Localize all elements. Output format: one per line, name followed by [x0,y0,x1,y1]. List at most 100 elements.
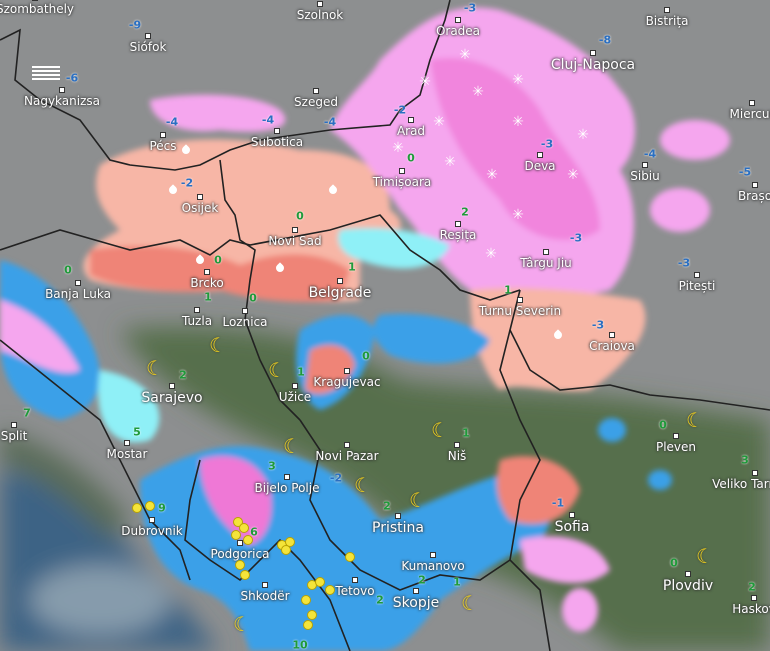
temperature-label: 0 [362,349,370,363]
temperature-label: 0 [670,556,678,570]
city-label[interactable]: Tuzla [181,314,213,328]
temperature-label: 2 [461,205,469,219]
snowflake-icon: ✳ [433,114,445,130]
temperature-label: 6 [250,525,258,539]
snowflake-icon: ✳ [512,114,524,130]
city-label[interactable]: Craiova [589,339,635,353]
city-label[interactable]: Pitești [678,279,716,293]
temperature-label: -2 [180,176,194,190]
city-label[interactable]: Dubrovnik [121,524,183,538]
city-label[interactable]: Mostar [106,447,148,461]
crescent-moon-icon: ☾ [283,434,301,458]
city-label[interactable]: Loznica [222,315,268,329]
city-marker [454,442,460,448]
city-label[interactable]: Deva [524,159,556,173]
lightning-icon [325,585,335,595]
temperature-label: 1 [204,290,212,304]
lightning-icon [345,552,355,562]
city-label[interactable]: Szolnok [296,8,344,22]
city-marker [543,249,549,255]
city-label[interactable]: Brașo [737,189,770,203]
city-label[interactable]: Sofia [554,519,590,535]
snowflake-icon: ✳ [444,154,456,170]
city-label[interactable]: Niš [447,449,467,463]
lightning-icon [235,560,245,570]
city-label[interactable]: Podgorica [210,547,270,561]
snowflake-icon: ✳ [512,207,524,223]
temperature-label: 2 [383,499,391,513]
city-marker [413,588,419,594]
crescent-moon-icon: ☾ [409,488,427,512]
city-label[interactable]: Bijelo Polje [254,481,320,495]
city-marker [204,269,210,275]
city-label[interactable]: Haskov [732,602,770,616]
temperature-label: 0 [296,209,304,223]
city-label[interactable]: Belgrade [308,285,372,301]
temperature-label: -4 [323,115,337,129]
city-label[interactable]: Bistrița [645,14,689,28]
city-label[interactable]: Timișoara [372,175,432,189]
city-label[interactable]: Novi Sad [268,234,322,248]
city-label[interactable]: Turnu Severin [478,304,562,318]
city-marker [169,383,175,389]
city-label[interactable]: Užice [278,390,312,404]
crescent-moon-icon: ☾ [696,544,714,568]
city-marker [75,280,81,286]
city-label[interactable]: Sarajevo [141,390,203,406]
city-label[interactable]: Arad [396,124,426,138]
city-label[interactable]: Szombathely [0,2,75,16]
city-marker [337,278,343,284]
city-label[interactable]: Kumanovo [401,559,465,573]
city-label[interactable]: Pécs [149,139,177,153]
city-label[interactable]: Miercur [729,107,770,121]
city-label[interactable]: Split [0,429,28,443]
snowflake-icon: ✳ [512,72,524,88]
city-marker [430,552,436,558]
lightning-icon [239,523,249,533]
city-label[interactable]: Cluj-Napoca [550,57,636,73]
city-marker [673,433,679,439]
city-label[interactable]: Veliko Tarnovo [712,477,770,491]
city-label[interactable]: Plovdiv [662,578,714,594]
city-label[interactable]: Pristina [372,520,424,536]
crescent-moon-icon: ☾ [461,591,479,615]
city-label[interactable]: Szeged [294,95,338,109]
temperature-label: -4 [165,115,179,129]
city-label[interactable]: Oradea [435,24,481,38]
city-label[interactable]: Skopje [392,595,440,611]
city-marker [344,368,350,374]
snowflake-icon: ✳ [567,167,579,183]
city-label[interactable]: Nagykanizsa [24,94,100,108]
city-label[interactable]: Shkodër [240,589,290,603]
city-marker [292,227,298,233]
temperature-label: -3 [591,318,605,332]
temperature-label: -3 [569,231,583,245]
city-label[interactable]: Sibiu [630,169,660,183]
city-marker [569,512,575,518]
city-marker [455,17,461,23]
city-label[interactable]: Reșița [439,228,477,242]
city-label[interactable]: Novi Pazar [315,449,379,463]
city-label[interactable]: Banja Luka [45,287,111,301]
temperature-label: -6 [65,71,79,85]
crescent-moon-icon: ☾ [686,408,704,432]
snowflake-icon: ✳ [485,246,497,262]
lightning-icon [281,545,291,555]
city-marker [399,168,405,174]
temperature-label: 9 [158,501,166,515]
city-label[interactable]: Osijek [181,201,219,215]
city-marker [517,297,523,303]
crescent-moon-icon: ☾ [268,358,286,382]
city-label[interactable]: Tetovo [335,584,375,598]
snowflake-icon: ✳ [419,74,431,90]
city-marker [274,128,280,134]
city-label[interactable]: Pleven [655,440,697,454]
city-label[interactable]: Târgu Jiu [520,256,572,270]
city-label[interactable]: Siófok [129,40,167,54]
city-marker [664,7,670,13]
city-label[interactable]: Subotica [250,135,304,149]
city-label[interactable]: Brcko [190,276,224,290]
city-label[interactable]: Kragujevac [313,375,381,389]
